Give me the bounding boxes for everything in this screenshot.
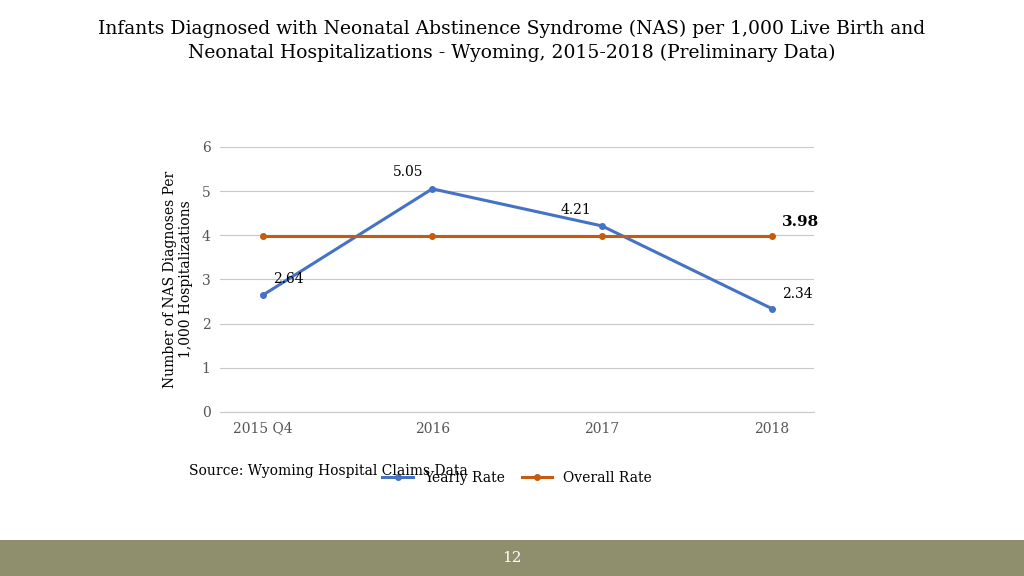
Text: 2.64: 2.64 [272,272,303,286]
Text: 5.05: 5.05 [393,165,424,179]
Text: 3.98: 3.98 [782,215,819,229]
Text: 4.21: 4.21 [561,203,592,217]
Text: 12: 12 [502,551,522,565]
Text: Infants Diagnosed with Neonatal Abstinence Syndrome (NAS) per 1,000 Live Birth a: Infants Diagnosed with Neonatal Abstinen… [98,20,926,62]
Overall Rate [256,233,268,240]
Legend: Yearly Rate, Overall Rate: Yearly Rate, Overall Rate [377,465,657,490]
Line: Overall Rate: Overall Rate [260,233,774,239]
Yearly Rate [766,305,778,312]
Text: Source: Wyoming Hospital Claims Data: Source: Wyoming Hospital Claims Data [189,464,468,478]
Overall Rate [766,233,778,240]
Text: 2.34: 2.34 [782,286,812,301]
Yearly Rate [256,292,268,299]
Line: Yearly Rate: Yearly Rate [260,186,774,311]
Overall Rate [596,233,608,240]
Overall Rate [426,233,438,240]
Yearly Rate [426,185,438,192]
Y-axis label: Number of NAS Diagnoses Per
1,000 Hospitalizations: Number of NAS Diagnoses Per 1,000 Hospit… [163,170,194,388]
Yearly Rate [596,222,608,229]
